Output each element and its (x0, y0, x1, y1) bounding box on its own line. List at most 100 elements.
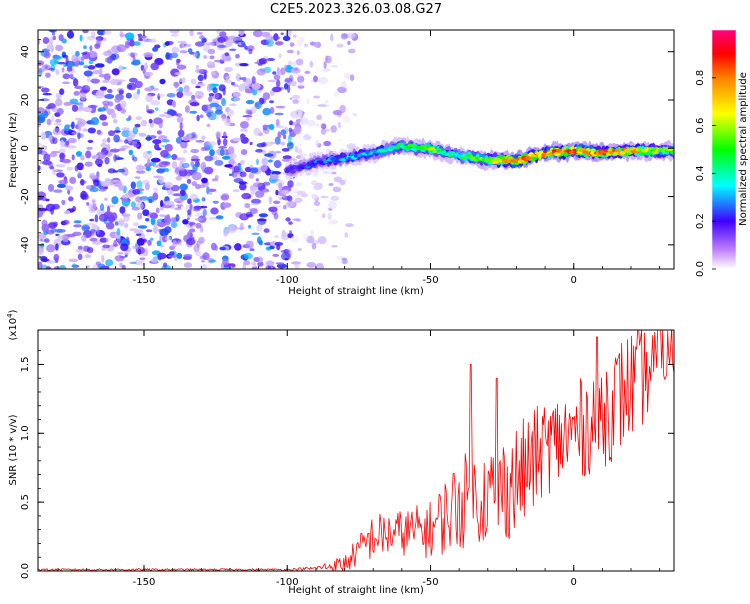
noise-blob (255, 148, 264, 153)
noise-blob (313, 95, 320, 99)
spectrogram-frame (37, 29, 675, 270)
noise-blob (313, 209, 319, 212)
noise-blob (352, 112, 358, 117)
noise-blob (245, 99, 255, 105)
noise-blob (313, 183, 322, 191)
noise-blob (66, 61, 75, 68)
noise-blob (66, 166, 74, 171)
noise-blob (244, 45, 248, 50)
noise-blob (137, 33, 141, 37)
noise-blob (111, 112, 117, 119)
noise-blob (193, 205, 202, 210)
noise-blob (185, 43, 192, 48)
noise-blob (273, 200, 281, 205)
noise-blob (290, 261, 301, 265)
noise-blob (90, 184, 97, 189)
noise-blob (317, 236, 327, 245)
y-tick-label: 0.5 (20, 494, 31, 510)
noise-blob (49, 152, 58, 158)
noise-blob (164, 143, 173, 152)
noise-blob (102, 244, 110, 249)
noise-blob (132, 188, 141, 195)
noise-blob (285, 201, 295, 208)
noise-blob (332, 186, 342, 193)
noise-blob (157, 222, 167, 228)
noise-blob (179, 43, 187, 48)
noise-blob (189, 222, 193, 227)
noise-blob (183, 88, 190, 97)
noise-blob (212, 87, 218, 94)
noise-blob (38, 248, 44, 256)
x-tick-label: 0 (571, 577, 577, 588)
noise-blob (134, 176, 141, 180)
noise-blob (311, 242, 317, 250)
noise-blob (120, 108, 126, 114)
noise-blob (314, 139, 320, 147)
noise-blob (98, 188, 107, 192)
noise-blob (187, 198, 192, 205)
noise-blob (96, 37, 101, 46)
noise-blob (215, 215, 224, 220)
noise-blob (150, 237, 154, 241)
noise-blob (155, 207, 160, 214)
noise-blob (127, 41, 136, 46)
noise-blob (80, 154, 85, 161)
noise-blob (244, 203, 251, 209)
noise-blob (238, 183, 247, 191)
noise-blob (106, 144, 111, 151)
noise-blob (74, 51, 80, 57)
noise-blob (106, 137, 111, 143)
noise-blob (291, 61, 297, 67)
noise-blob (43, 153, 51, 162)
noise-blob (206, 83, 213, 93)
noise-blob (99, 86, 107, 91)
noise-blob (274, 112, 284, 116)
noise-blob (262, 107, 272, 116)
noise-blob (73, 220, 82, 224)
noise-blob (233, 165, 240, 173)
noise-blob (255, 190, 265, 198)
x-tick-label: -100 (276, 275, 299, 286)
noise-blob (179, 183, 188, 191)
noise-blob (168, 254, 177, 258)
noise-blob (152, 192, 159, 201)
noise-blob (197, 95, 202, 99)
noise-blob (286, 64, 292, 70)
noise-blob (64, 210, 71, 215)
noise-blob (200, 226, 204, 233)
noise-blob (256, 68, 266, 76)
noise-blob (139, 166, 147, 170)
noise-blob (190, 148, 200, 154)
noise-blob (292, 34, 297, 38)
noise-blob (150, 217, 156, 226)
noise-blob (40, 256, 48, 261)
noise-blob (71, 104, 79, 112)
noise-blob (164, 114, 172, 119)
noise-blob (252, 88, 258, 96)
noise-blob (111, 68, 120, 76)
noise-blob (113, 130, 121, 133)
noise-blob (274, 150, 282, 154)
noise-blob (252, 262, 257, 268)
noise-blob (159, 78, 166, 85)
colorbar-tick-label: 0.4 (695, 165, 706, 181)
noise-blob (176, 200, 182, 204)
noise-blob (251, 265, 258, 269)
noise-blob (167, 108, 175, 116)
noise-blob (198, 236, 205, 244)
noise-blob (275, 105, 286, 109)
noise-blob (242, 212, 247, 219)
noise-blob (145, 218, 150, 222)
noise-blob (176, 58, 181, 64)
noise-blob (87, 75, 90, 83)
noise-blob (55, 243, 59, 251)
noise-blob (136, 170, 146, 174)
noise-blob (292, 99, 300, 104)
snr-x-ticks: -150 -100 -50 0 (57, 330, 661, 588)
noise-blob (145, 229, 153, 233)
noise-blob (38, 195, 44, 201)
noise-blob (269, 106, 275, 115)
noise-blob (149, 161, 156, 166)
noise-blob (273, 212, 279, 220)
noise-blob (257, 63, 263, 66)
